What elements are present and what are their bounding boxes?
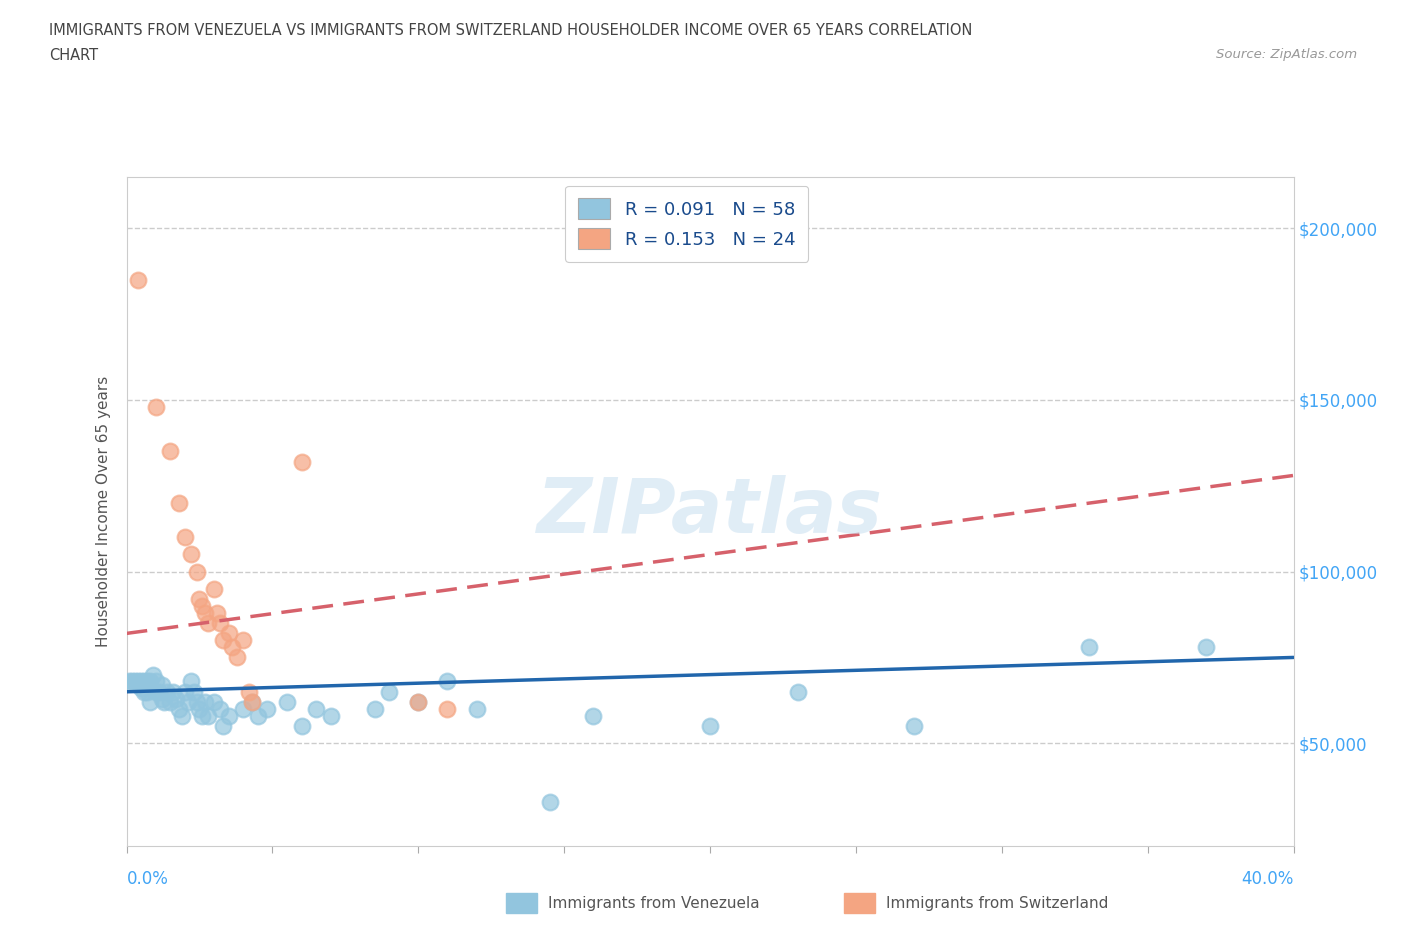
Point [205, 605, 228, 620]
Point [127, 674, 149, 689]
Point [290, 719, 312, 734]
Point [177, 695, 200, 710]
Point [408, 695, 430, 710]
Point [1195, 640, 1218, 655]
Point [145, 399, 167, 414]
Point [121, 674, 143, 689]
Point [191, 709, 214, 724]
Point [226, 650, 249, 665]
Point [186, 565, 208, 579]
Point [191, 599, 214, 614]
Point [582, 709, 605, 724]
Point [238, 684, 260, 699]
Point [197, 709, 219, 724]
Point [142, 667, 165, 682]
Point [188, 591, 211, 606]
Point [124, 674, 146, 689]
Point [436, 674, 458, 689]
Point [174, 684, 197, 699]
Point [194, 605, 217, 620]
Point [145, 674, 167, 689]
Point [256, 701, 278, 716]
Text: ZIPatlas: ZIPatlas [537, 474, 883, 549]
Point [156, 684, 179, 699]
Point [148, 684, 170, 699]
Point [408, 695, 430, 710]
Point [170, 709, 193, 724]
Point [290, 454, 312, 469]
Point [699, 719, 721, 734]
Point [188, 701, 211, 716]
Point [129, 681, 152, 696]
Text: Immigrants from Switzerland: Immigrants from Switzerland [886, 897, 1108, 911]
Point [165, 691, 187, 706]
Text: Immigrants from Venezuela: Immigrants from Venezuela [548, 897, 761, 911]
Point [153, 695, 176, 710]
Text: 0.0%: 0.0% [127, 870, 169, 888]
Point [208, 616, 231, 631]
Point [159, 695, 181, 710]
Point [378, 684, 401, 699]
Point [305, 701, 328, 716]
Point [139, 695, 162, 710]
Point [319, 709, 342, 724]
Point [174, 530, 197, 545]
Point [167, 701, 190, 716]
Point [240, 695, 263, 710]
Text: 40.0%: 40.0% [1241, 870, 1294, 888]
Point [465, 701, 488, 716]
Point [232, 632, 254, 647]
Point [167, 496, 190, 511]
Point [136, 684, 159, 699]
Point [276, 695, 298, 710]
Point [183, 684, 205, 699]
Point [136, 674, 159, 689]
Point [129, 674, 152, 689]
Point [218, 709, 240, 724]
Point [221, 640, 243, 655]
Point [132, 674, 155, 689]
Legend: R = 0.091   N = 58, R = 0.153   N = 24: R = 0.091 N = 58, R = 0.153 N = 24 [565, 186, 808, 261]
Point [150, 677, 173, 692]
Point [246, 709, 269, 724]
Point [118, 674, 141, 689]
Point [202, 581, 225, 596]
Y-axis label: Householder Income Over 65 years: Householder Income Over 65 years [96, 376, 111, 647]
Point [538, 794, 561, 809]
Point [162, 684, 184, 699]
Point [436, 701, 458, 716]
Point [159, 444, 181, 458]
Text: IMMIGRANTS FROM VENEZUELA VS IMMIGRANTS FROM SWITZERLAND HOUSEHOLDER INCOME OVER: IMMIGRANTS FROM VENEZUELA VS IMMIGRANTS … [49, 23, 973, 38]
Point [180, 547, 202, 562]
Point [208, 701, 231, 716]
Text: CHART: CHART [49, 48, 98, 63]
Point [127, 272, 149, 287]
Point [218, 626, 240, 641]
Point [211, 719, 233, 734]
Point [240, 695, 263, 710]
Point [150, 691, 173, 706]
Point [186, 695, 208, 710]
Point [1078, 640, 1101, 655]
Point [363, 701, 385, 716]
Point [145, 684, 167, 699]
Point [786, 684, 808, 699]
Point [903, 719, 925, 734]
Point [180, 674, 202, 689]
Point [232, 701, 254, 716]
Point [132, 684, 155, 699]
Point [194, 695, 217, 710]
Point [211, 632, 233, 647]
Point [202, 695, 225, 710]
Text: Source: ZipAtlas.com: Source: ZipAtlas.com [1216, 48, 1357, 61]
Point [197, 616, 219, 631]
Point [139, 674, 162, 689]
